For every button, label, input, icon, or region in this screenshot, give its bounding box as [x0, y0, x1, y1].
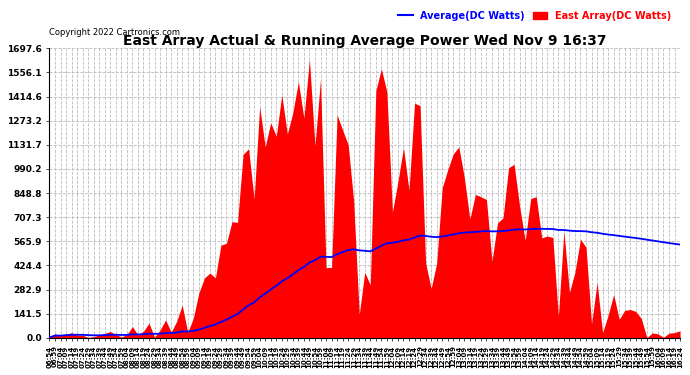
Text: Copyright 2022 Cartronics.com: Copyright 2022 Cartronics.com: [50, 28, 181, 37]
Title: East Array Actual & Running Average Power Wed Nov 9 16:37: East Array Actual & Running Average Powe…: [123, 34, 607, 48]
Legend: Average(DC Watts), East Array(DC Watts): Average(DC Watts), East Array(DC Watts): [394, 7, 676, 25]
